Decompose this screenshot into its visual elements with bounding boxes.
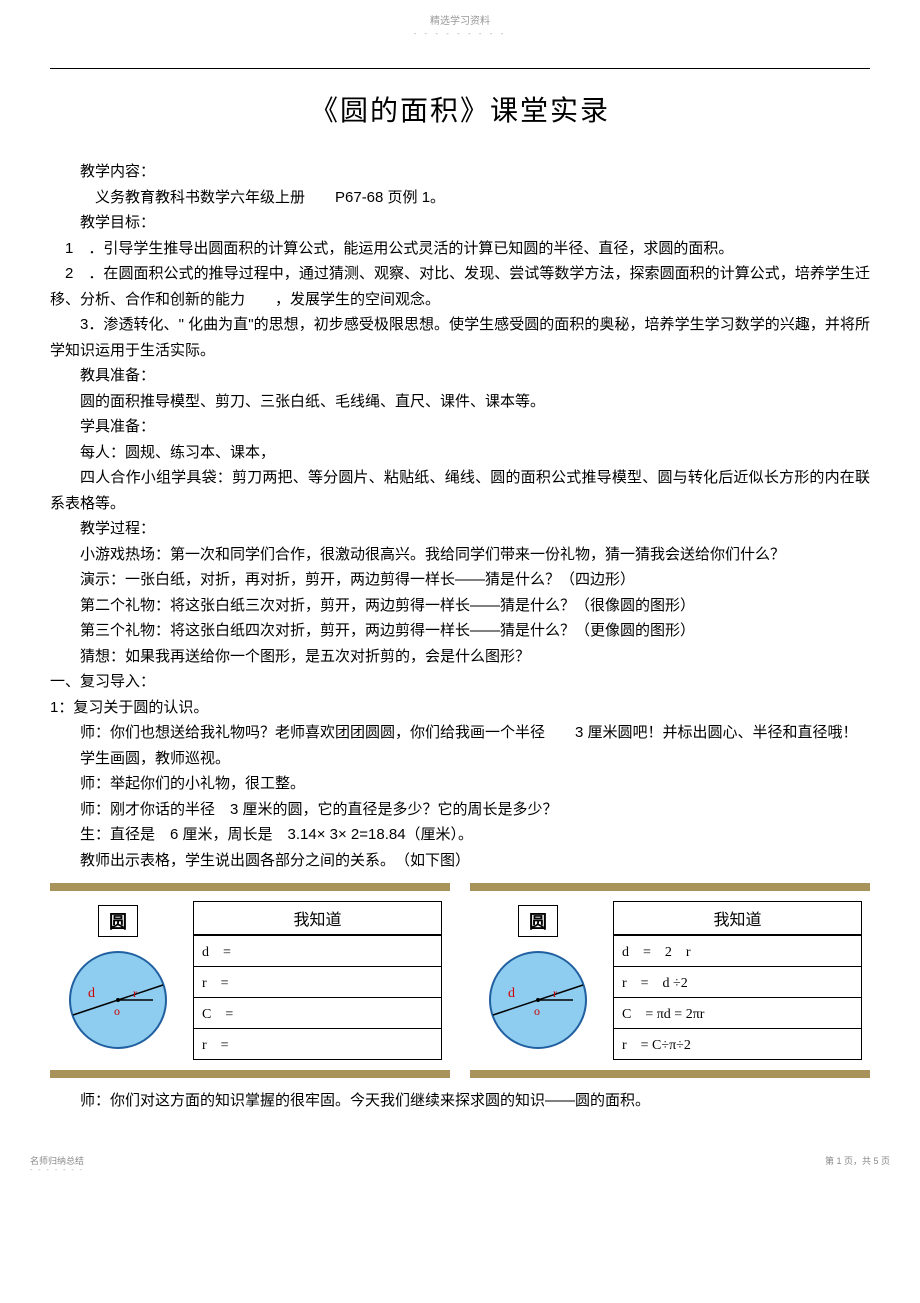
table-cell: r = d ÷2 [614,967,862,998]
circle-diagram-right: d o r [478,945,598,1055]
para-goal-2: 2 ．在圆面积公式的推导过程中，通过猜测、观察、对比、发现、尝试等数学方法，探索… [50,261,870,312]
figure-right-label: 圆 [518,905,558,937]
figure-right-table: d = 2 r r = d ÷2 C = πd = 2πr r = C÷π÷2 [613,935,862,1060]
para-game-4: 第三个礼物：将这张白纸四次对折，剪开，两边剪得一样长——猜是什么？（更像圆的图形… [50,618,870,644]
table-cell: r = [194,967,442,998]
header-dots: - - - - - - - - - [0,27,920,38]
table-row: C = [194,998,442,1029]
svg-text:o: o [114,1004,120,1018]
para-game-1: 小游戏热场：第一次和同学们合作，很激动很高兴。我给同学们带来一份礼物，猜一猜我会… [50,542,870,568]
table-cell: r = C÷π÷2 [614,1029,862,1060]
circle-diagram-left: d o r [58,945,178,1055]
para-learntool-2: 四人合作小组学具袋：剪刀两把、等分圆片、粘贴纸、绳线、圆的面积公式推导模型、圆与… [50,465,870,516]
para-dialog-2: 学生画圆，教师巡视。 [50,746,870,772]
para-goal-1: 1 ．引导学生推导出圆面积的计算公式，能运用公式灵活的计算已知圆的半径、直径，求… [50,236,870,262]
figure-left-table: d = r = C = r = [193,935,442,1060]
figure-left-label: 圆 [98,905,138,937]
figure-right: 圆 d o r 我知道 d = 2 r r = d ÷2 C = πd = 2π… [470,883,870,1078]
footer-left-text: 名师归纳总结 [30,1154,84,1167]
table-row: d = [194,936,442,967]
para-game-2: 演示：一张白纸，对折，再对折，剪开，两边剪得一样长——猜是什么？（四边形） [50,567,870,593]
para-learntool-1: 每人：圆规、练习本、课本， [50,440,870,466]
page-title: 《圆的面积》课堂实录 [50,89,870,129]
header-watermark: 精选学习资料 [0,0,920,27]
table-cell: r = [194,1029,442,1060]
table-row: d = 2 r [614,936,862,967]
para-game-5: 猜想：如果我再送给你一个图形，是五次对折剪的，会是什么图形？ [50,644,870,670]
para-process-label: 教学过程： [50,516,870,542]
para-section-1: 一、复习导入： [50,669,870,695]
table-cell: C = πd = 2πr [614,998,862,1029]
svg-text:r: r [553,986,557,1000]
para-teachtool: 圆的面积推导模型、剪刀、三张白纸、毛线绳、直尺、课件、课本等。 [50,389,870,415]
svg-text:r: r [133,986,137,1000]
figures-row: 圆 d o r 我知道 d = r = C = r = [50,883,870,1078]
figure-left: 圆 d o r 我知道 d = r = C = r = [50,883,450,1078]
table-row: C = πd = 2πr [614,998,862,1029]
para-dialog-4: 师：刚才你话的半径 3 厘米的圆，它的直径是多少？它的周长是多少？ [50,797,870,823]
para-closing: 师：你们对这方面的知识掌握的很牢固。今天我们继续来探求圆的知识——圆的面积。 [50,1088,870,1114]
para-teach-content-label: 教学内容： [50,159,870,185]
para-teachtool-label: 教具准备： [50,363,870,389]
para-dialog-6: 教师出示表格，学生说出圆各部分之间的关系。 （如下图） [50,848,870,874]
para-game-3: 第二个礼物：将这张白纸三次对折，剪开，两边剪得一样长——猜是什么？（很像圆的图形… [50,593,870,619]
para-goal-3: 3．渗透转化、" 化曲为直"的思想，初步感受极限思想。使学生感受圆的面积的奥秘，… [50,312,870,363]
table-cell: d = [194,936,442,967]
para-section-1-1: 1：复习关于圆的认识。 [50,695,870,721]
figure-left-visual: 圆 d o r [58,901,178,1055]
table-cell: C = [194,998,442,1029]
footer-right: 第 1 页，共 5 页 [825,1154,890,1167]
table-row: r = [194,967,442,998]
para-teach-content: 义务教育教科书数学六年级上册 P67-68 页例 1。 [50,185,870,211]
table-cell: d = 2 r [614,936,862,967]
svg-text:d: d [88,986,95,1001]
footer-left: 名师归纳总结 - - - - - - - [30,1154,84,1174]
figure-left-table-wrap: 我知道 d = r = C = r = [193,901,442,1060]
para-teach-goal-label: 教学目标： [50,210,870,236]
svg-text:o: o [534,1004,540,1018]
para-dialog-1: 师：你们也想送给我礼物吗？老师喜欢团团圆圆，你们给我画一个半径 3 厘米圆吧！并… [50,720,870,746]
footer-left-dots: - - - - - - - [30,1167,84,1174]
table-row: r = C÷π÷2 [614,1029,862,1060]
figure-right-table-title: 我知道 [613,901,862,935]
table-row: r = [194,1029,442,1060]
table-row: r = d ÷2 [614,967,862,998]
para-learntool-label: 学具准备： [50,414,870,440]
figure-left-table-title: 我知道 [193,901,442,935]
top-rule [50,68,870,69]
page-footer: 名师归纳总结 - - - - - - - 第 1 页，共 5 页 [0,1134,920,1184]
figure-right-visual: 圆 d o r [478,901,598,1055]
para-dialog-5: 生：直径是 6 厘米，周长是 3.14× 3× 2=18.84（厘米）。 [50,822,870,848]
page-content: 《圆的面积》课堂实录 教学内容： 义务教育教科书数学六年级上册 P67-68 页… [0,38,920,1134]
para-dialog-3: 师：举起你们的小礼物，很工整。 [50,771,870,797]
figure-right-table-wrap: 我知道 d = 2 r r = d ÷2 C = πd = 2πr r = C÷… [613,901,862,1060]
svg-text:d: d [508,986,515,1001]
